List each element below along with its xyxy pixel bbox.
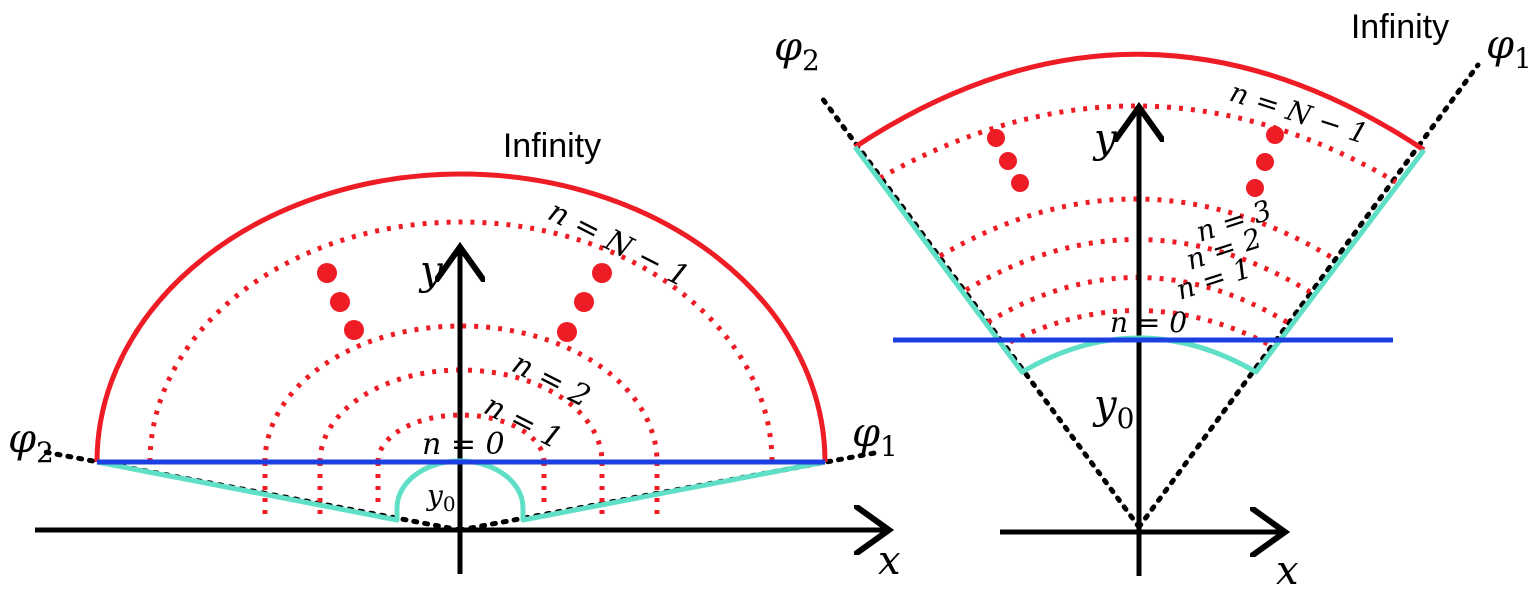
left-phi1-label: φ1 <box>852 410 898 463</box>
right-ellipsis-dot <box>1246 179 1264 197</box>
left-x-axis-label: x <box>878 538 901 584</box>
left-infinity-label: Infinity <box>503 127 601 165</box>
right-label-n0: n = 0 <box>1110 306 1187 339</box>
right-panel: Infinity φ2 φ1 y x y0 n = 0 n = 1 n = 2 … <box>774 8 1532 594</box>
right-ellipsis-dot <box>1256 153 1274 171</box>
right-x-axis-label: x <box>1276 548 1299 594</box>
right-ellipsis-dot <box>1011 174 1029 192</box>
left-phi2-label: φ2 <box>8 416 54 469</box>
right-y-axis-label: y <box>1092 116 1118 162</box>
right-phi1-label: φ1 <box>1486 22 1532 75</box>
right-wedge-ray-right <box>1136 62 1481 530</box>
left-ellipsis-dot <box>557 322 577 342</box>
right-level-arc-n3 <box>938 196 1338 263</box>
right-ellipsis-dot <box>999 152 1017 170</box>
left-ellipsis-dot <box>574 292 594 312</box>
right-phi2-label: φ2 <box>774 24 820 77</box>
left-level-arc-nN <box>147 219 775 463</box>
right-ellipsis-dot <box>1266 126 1284 144</box>
left-level-arc-lower <box>262 462 660 520</box>
left-y0-label: y0 <box>425 479 456 516</box>
left-ellipsis-dot <box>592 263 612 283</box>
left-level-arc-n2 <box>262 323 660 463</box>
left-infinity-arc <box>94 171 828 463</box>
right-infinity-label: Infinity <box>1351 8 1449 46</box>
left-ellipsis-dot <box>344 320 364 340</box>
right-ellipsis-dot <box>987 129 1005 147</box>
left-ellipsis-dot <box>317 263 337 283</box>
left-panel: Infinity φ2 φ1 y x y0 n = 0 n = 1 n = 2 … <box>8 127 901 584</box>
left-ellipsis-dot <box>330 292 350 312</box>
right-y0-label: y0 <box>1092 382 1134 435</box>
left-label-n0: n = 0 <box>422 427 505 462</box>
left-y-axis-label: y <box>418 248 444 294</box>
left-label-nN: n = N − 1 <box>542 194 694 295</box>
right-infinity-arc <box>853 51 1426 153</box>
